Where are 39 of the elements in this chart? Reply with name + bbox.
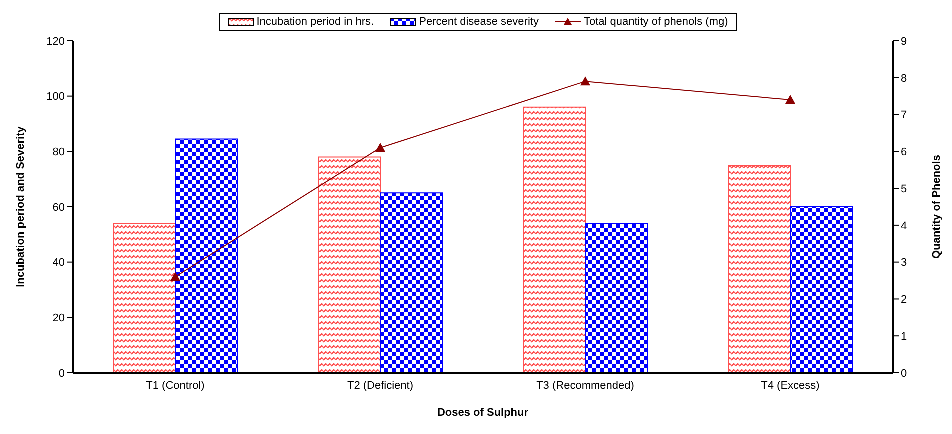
y-tick-label: 0 — [58, 368, 65, 380]
x-tick-label: T3 (Recommended) — [536, 380, 634, 392]
y-tick-label: 60 — [52, 202, 65, 214]
y2-tick-label: 6 — [901, 146, 908, 159]
bar — [524, 106, 586, 373]
x-axis-title: Doses of Sulphur — [437, 407, 530, 419]
bar — [790, 206, 854, 373]
bar — [176, 138, 238, 373]
y-axis-title: Incubation period and Severity — [14, 126, 27, 288]
y-tick-label: 120 — [46, 36, 65, 48]
y2-tick-label: 8 — [901, 72, 908, 85]
legend-label: Percent disease severity — [418, 16, 539, 28]
bar — [380, 192, 444, 373]
point — [376, 142, 386, 152]
y2-tick-label: 0 — [901, 368, 908, 380]
point — [170, 272, 180, 282]
y2-tick-label: 1 — [901, 331, 908, 344]
bar — [318, 156, 382, 373]
y2-tick-label: 3 — [901, 257, 908, 270]
legend-label: Incubation period in hrs. — [256, 16, 374, 28]
y2-tick-label: 7 — [901, 110, 908, 122]
x-tick-label: T2 (Deficient) — [347, 380, 414, 392]
y2-tick-label: 5 — [901, 183, 908, 196]
y-tick-label: 80 — [52, 146, 65, 159]
bar — [728, 165, 792, 373]
legend-label: Total quantity of phenols (mg) — [582, 16, 728, 28]
bar — [586, 223, 648, 373]
y-tick-label: 100 — [46, 91, 65, 104]
point — [580, 76, 590, 86]
y2-tick-label: 2 — [901, 294, 908, 306]
y-tick-label: 40 — [52, 257, 65, 270]
y2-tick-label: 9 — [901, 36, 908, 48]
y2-axis-title: Quantity of Phenols — [930, 155, 943, 259]
y-tick-label: 20 — [52, 312, 65, 325]
y2-tick-label: 4 — [901, 220, 908, 232]
bar — [114, 223, 176, 373]
x-tick-label: T4 (Excess) — [761, 380, 820, 392]
point — [786, 95, 796, 104]
x-tick-label: T1 (Control) — [146, 380, 205, 392]
